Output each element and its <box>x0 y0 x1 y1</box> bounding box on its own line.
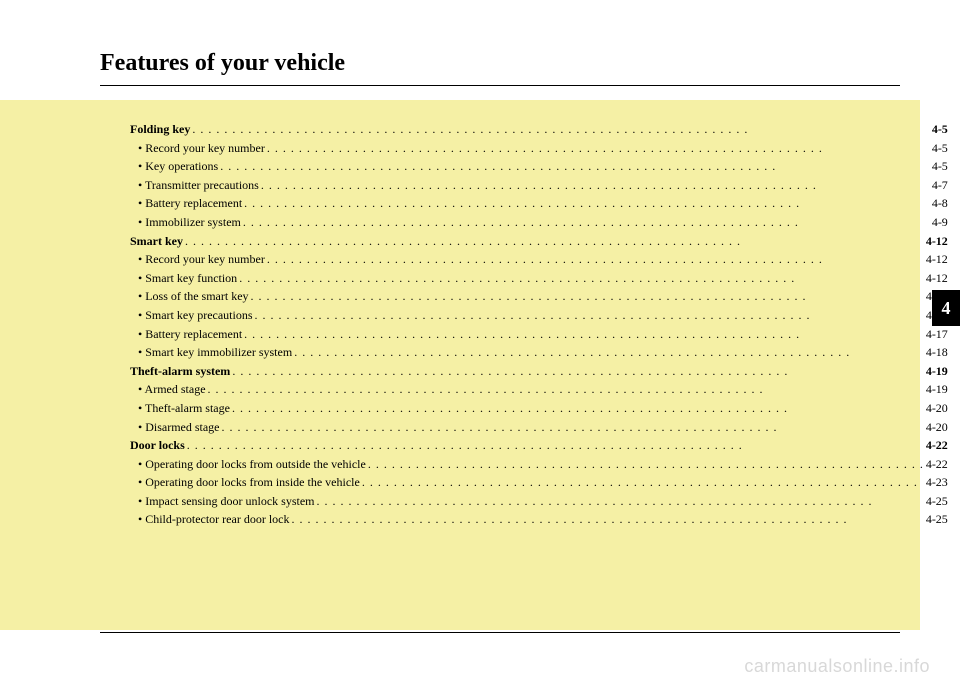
toc-line: • Battery replacement 4-8 <box>130 194 948 213</box>
toc-line: • Record your key number 4-5 <box>130 139 948 158</box>
toc-line: • Key operations 4-5 <box>130 157 948 176</box>
toc-page-ref: 4-20 <box>926 418 948 437</box>
toc-columns: Folding key 4-5• Record your key number … <box>130 120 880 585</box>
toc-line: Theft-alarm system 4-19 <box>130 362 948 381</box>
toc-page-ref: 4-8 <box>932 194 948 213</box>
toc-page-ref: 4-23 <box>926 473 948 492</box>
toc-leader-dots <box>222 418 924 437</box>
toc-page-ref: 4-22 <box>926 455 948 474</box>
toc-line: • Smart key precautions 4-16 <box>130 306 948 325</box>
toc-page-ref: 4-5 <box>932 139 948 158</box>
toc-leader-dots <box>294 343 924 362</box>
toc-line: • Loss of the smart key 4-16 <box>130 287 948 306</box>
toc-label: • Battery replacement <box>130 194 242 213</box>
toc-line: • Immobilizer system 4-9 <box>130 213 948 232</box>
toc-line: • Theft-alarm stage 4-20 <box>130 399 948 418</box>
toc-leader-dots <box>362 473 924 492</box>
toc-page-ref: 4-7 <box>932 176 948 195</box>
bottom-rule <box>100 632 900 633</box>
toc-page-ref: 4-12 <box>926 269 948 288</box>
toc-column-left: Folding key 4-5• Record your key number … <box>130 120 948 585</box>
toc-leader-dots <box>192 120 929 139</box>
toc-leader-dots <box>220 157 930 176</box>
toc-line: • Smart key function 4-12 <box>130 269 948 288</box>
toc-label: • Transmitter precautions <box>130 176 259 195</box>
toc-label: • Impact sensing door unlock system <box>130 492 315 511</box>
toc-label: Theft-alarm system <box>130 362 230 381</box>
toc-label: • Operating door locks from inside the v… <box>130 473 360 492</box>
toc-leader-dots <box>251 287 924 306</box>
toc-line: • Armed stage 4-19 <box>130 380 948 399</box>
toc-label: • Armed stage <box>130 380 206 399</box>
toc-line: • Operating door locks from outside the … <box>130 455 948 474</box>
toc-leader-dots <box>243 213 930 232</box>
toc-line: • Battery replacement 4-17 <box>130 325 948 344</box>
toc-label: • Theft-alarm stage <box>130 399 230 418</box>
toc-label: • Smart key immobilizer system <box>130 343 292 362</box>
toc-line: • Transmitter precautions 4-7 <box>130 176 948 195</box>
toc-content-box: Folding key 4-5• Record your key number … <box>0 100 920 630</box>
toc-line: Folding key 4-5 <box>130 120 948 139</box>
toc-label: • Smart key precautions <box>130 306 253 325</box>
toc-line: • Impact sensing door unlock system 4-25 <box>130 492 948 511</box>
toc-label: • Immobilizer system <box>130 213 241 232</box>
toc-page-ref: 4-25 <box>926 492 948 511</box>
toc-leader-dots <box>232 399 924 418</box>
toc-leader-dots <box>368 455 924 474</box>
toc-label: • Smart key function <box>130 269 237 288</box>
toc-leader-dots <box>255 306 924 325</box>
toc-line: • Smart key immobilizer system 4-18 <box>130 343 948 362</box>
toc-label: • Operating door locks from outside the … <box>130 455 366 474</box>
toc-leader-dots <box>232 362 924 381</box>
toc-label: • Record your key number <box>130 250 265 269</box>
toc-line: • Record your key number 4-12 <box>130 250 948 269</box>
toc-label: • Key operations <box>130 157 218 176</box>
toc-leader-dots <box>244 325 924 344</box>
toc-line: • Operating door locks from inside the v… <box>130 473 948 492</box>
toc-label: • Record your key number <box>130 139 265 158</box>
title-underline <box>100 85 900 86</box>
toc-leader-dots <box>244 194 930 213</box>
toc-label: • Battery replacement <box>130 325 242 344</box>
toc-leader-dots <box>267 250 924 269</box>
toc-label: • Disarmed stage <box>130 418 220 437</box>
toc-page-ref: 4-12 <box>926 250 948 269</box>
toc-label: Smart key <box>130 232 183 251</box>
toc-leader-dots <box>261 176 930 195</box>
toc-page-ref: 4-22 <box>926 436 948 455</box>
toc-label: Folding key <box>130 120 190 139</box>
toc-line: Door locks 4-22 <box>130 436 948 455</box>
toc-line: • Disarmed stage 4-20 <box>130 418 948 437</box>
chapter-tab: 4 <box>932 290 960 326</box>
toc-leader-dots <box>291 510 923 529</box>
toc-page-ref: 4-25 <box>926 510 948 529</box>
toc-label: • Loss of the smart key <box>130 287 249 306</box>
toc-leader-dots <box>185 232 924 251</box>
toc-label: Door locks <box>130 436 185 455</box>
toc-page-ref: 4-19 <box>926 362 948 381</box>
page-title: Features of your vehicle <box>100 50 345 77</box>
toc-page-ref: 4-12 <box>926 232 948 251</box>
toc-leader-dots <box>317 492 924 511</box>
toc-page-ref: 4-9 <box>932 213 948 232</box>
watermark-text: carmanualsonline.info <box>744 656 930 677</box>
toc-page-ref: 4-20 <box>926 399 948 418</box>
toc-page-ref: 4-5 <box>932 157 948 176</box>
toc-page-ref: 4-19 <box>926 380 948 399</box>
toc-line: • Child-protector rear door lock 4-25 <box>130 510 948 529</box>
toc-line: Smart key 4-12 <box>130 232 948 251</box>
toc-page-ref: 4-18 <box>926 343 948 362</box>
toc-page-ref: 4-17 <box>926 325 948 344</box>
toc-leader-dots <box>187 436 924 455</box>
toc-leader-dots <box>208 380 924 399</box>
toc-page-ref: 4-5 <box>932 120 948 139</box>
toc-label: • Child-protector rear door lock <box>130 510 289 529</box>
toc-leader-dots <box>239 269 924 288</box>
toc-leader-dots <box>267 139 930 158</box>
